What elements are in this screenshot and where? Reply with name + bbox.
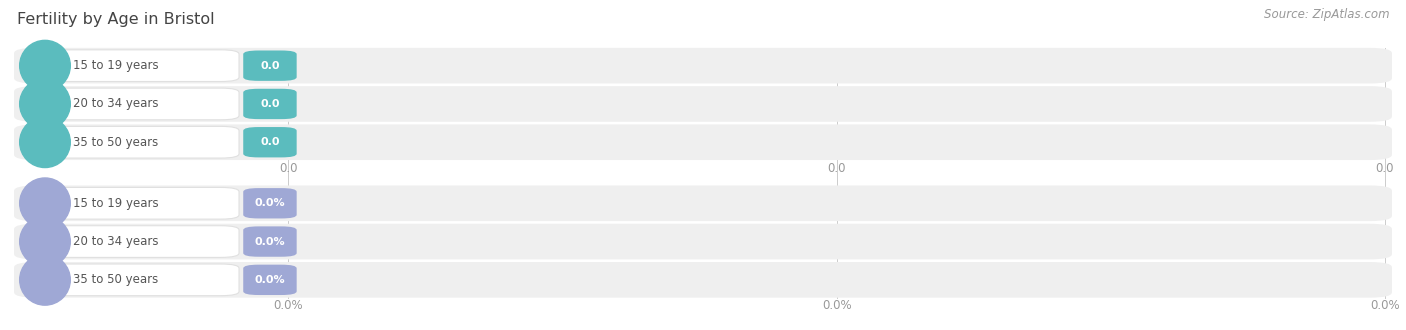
- FancyBboxPatch shape: [243, 127, 297, 157]
- FancyBboxPatch shape: [14, 185, 1392, 221]
- FancyBboxPatch shape: [243, 89, 297, 119]
- Text: 20 to 34 years: 20 to 34 years: [73, 97, 159, 111]
- Text: 20 to 34 years: 20 to 34 years: [73, 235, 159, 248]
- Text: 0.0: 0.0: [1375, 162, 1395, 175]
- FancyBboxPatch shape: [31, 126, 239, 158]
- FancyBboxPatch shape: [243, 265, 297, 295]
- Ellipse shape: [20, 178, 70, 229]
- Ellipse shape: [20, 216, 70, 267]
- FancyBboxPatch shape: [14, 86, 1392, 122]
- FancyBboxPatch shape: [31, 187, 239, 219]
- FancyBboxPatch shape: [243, 50, 297, 81]
- Text: 0.0: 0.0: [278, 162, 298, 175]
- Text: 15 to 19 years: 15 to 19 years: [73, 197, 159, 210]
- FancyBboxPatch shape: [31, 88, 239, 120]
- FancyBboxPatch shape: [31, 50, 239, 82]
- Text: Fertility by Age in Bristol: Fertility by Age in Bristol: [17, 12, 215, 26]
- FancyBboxPatch shape: [31, 226, 239, 257]
- Text: 35 to 50 years: 35 to 50 years: [73, 273, 159, 286]
- Text: 0.0%: 0.0%: [254, 237, 285, 247]
- Text: 15 to 19 years: 15 to 19 years: [73, 59, 159, 72]
- Text: 0.0: 0.0: [260, 99, 280, 109]
- Text: 0.0: 0.0: [260, 137, 280, 147]
- Text: 0.0: 0.0: [260, 61, 280, 71]
- FancyBboxPatch shape: [14, 48, 1392, 83]
- FancyBboxPatch shape: [243, 226, 297, 257]
- Text: 35 to 50 years: 35 to 50 years: [73, 136, 159, 149]
- Text: 0.0%: 0.0%: [1369, 299, 1400, 312]
- Ellipse shape: [20, 79, 70, 129]
- FancyBboxPatch shape: [14, 262, 1392, 298]
- FancyBboxPatch shape: [31, 264, 239, 296]
- FancyBboxPatch shape: [14, 224, 1392, 259]
- Text: 0.0: 0.0: [827, 162, 846, 175]
- FancyBboxPatch shape: [14, 124, 1392, 160]
- Text: 0.0%: 0.0%: [254, 275, 285, 285]
- FancyBboxPatch shape: [243, 188, 297, 218]
- Text: 0.0%: 0.0%: [273, 299, 304, 312]
- Text: 0.0%: 0.0%: [821, 299, 852, 312]
- Ellipse shape: [20, 40, 70, 91]
- Ellipse shape: [20, 117, 70, 168]
- Ellipse shape: [20, 254, 70, 305]
- Text: 0.0%: 0.0%: [254, 198, 285, 208]
- Text: Source: ZipAtlas.com: Source: ZipAtlas.com: [1264, 8, 1389, 21]
